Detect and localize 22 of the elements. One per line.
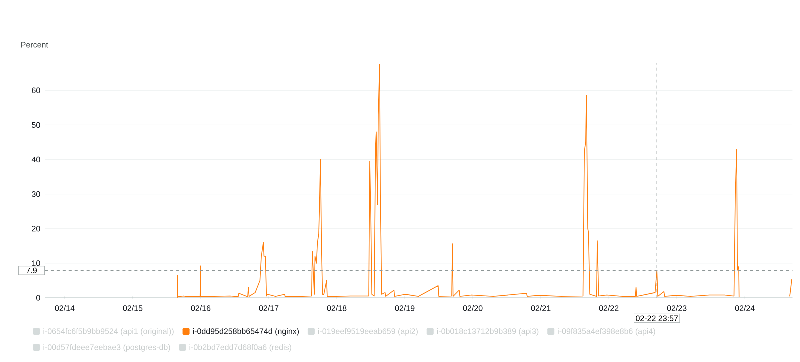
y-tick-label: 40 [32, 156, 40, 163]
y-axis-title: Percent [22, 42, 48, 48]
y-tick-label: 20 [32, 226, 40, 232]
y-tick-label: 30 [32, 191, 40, 198]
x-tick-label: 02/24 [735, 305, 755, 312]
ref-line-label: 02-22 23:57 [636, 316, 678, 322]
y-tick-label: 50 [32, 122, 40, 128]
x-tick-label: 02/17 [259, 305, 279, 312]
x-tick-label: 02/14 [55, 305, 75, 312]
x-tick-label: 02/21 [531, 305, 551, 312]
x-tick-label: 02/22 [599, 305, 619, 312]
legend-label: i-0dd95d258bb65474d (nginx) [193, 328, 300, 336]
x-tick-label: 02/18 [327, 305, 347, 312]
x-tick-label: 02/19 [395, 305, 415, 312]
y-tick-label: 0 [36, 295, 40, 301]
y-tick-label: 60 [32, 88, 40, 94]
y-tick-label: 10 [32, 260, 40, 266]
x-tick-label: 02/16 [191, 305, 211, 312]
x-tick-label: 02/23 [667, 305, 687, 312]
x-tick-label: 02/20 [463, 305, 483, 312]
ref-line-label: 7.9 [26, 268, 37, 274]
x-tick-label: 02/15 [123, 305, 143, 312]
